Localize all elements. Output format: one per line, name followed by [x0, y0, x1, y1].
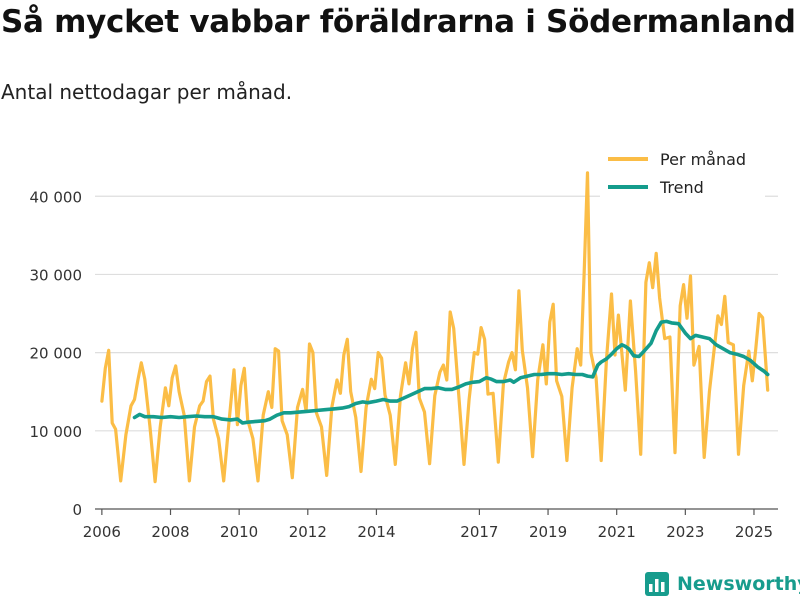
- bar-chart-icon: [645, 572, 669, 596]
- y-tick-label: 10 000: [30, 423, 83, 441]
- x-tick-label: 2023: [666, 523, 704, 541]
- y-tick-label: 30 000: [30, 266, 83, 284]
- legend-label: Per månad: [660, 150, 746, 169]
- line-chart: 0 10 000 20 000 30 000 40 000 2006 2008 2010 201…: [29, 142, 778, 541]
- series-line-trend: [132, 319, 770, 425]
- legend-background: [600, 142, 765, 204]
- x-tick-label: 2010: [220, 523, 258, 541]
- newsworthy-logo: Newsworthy: [645, 570, 800, 598]
- x-tick-label: 2021: [598, 523, 636, 541]
- series-lines: [100, 171, 770, 484]
- legend-label: Trend: [659, 178, 704, 197]
- chart-subtitle: Antal nettodagar per månad.: [1, 80, 293, 104]
- brand-name: Newsworthy: [677, 573, 800, 595]
- x-tick-label: 2017: [460, 523, 498, 541]
- axes: 0 10 000 20 000 30 000 40 000 2006 2008 2010 201…: [30, 188, 778, 541]
- y-tick-label: 40 000: [30, 188, 83, 206]
- chart-title: Så mycket vabbar föräldrarna i Södermanl…: [1, 4, 796, 40]
- y-tick-label: 20 000: [30, 345, 83, 363]
- x-tick-label: 2025: [735, 523, 773, 541]
- x-tick-label: 2012: [289, 523, 327, 541]
- legend: Per månad Trend: [600, 142, 765, 204]
- x-tick-label: 2008: [151, 523, 189, 541]
- series-line-per-manad: [100, 171, 770, 484]
- y-tick-label: 0: [72, 501, 82, 519]
- x-tick-label: 2019: [529, 523, 567, 541]
- x-tick-label: 2014: [357, 523, 395, 541]
- x-tick-label: 2006: [83, 523, 121, 541]
